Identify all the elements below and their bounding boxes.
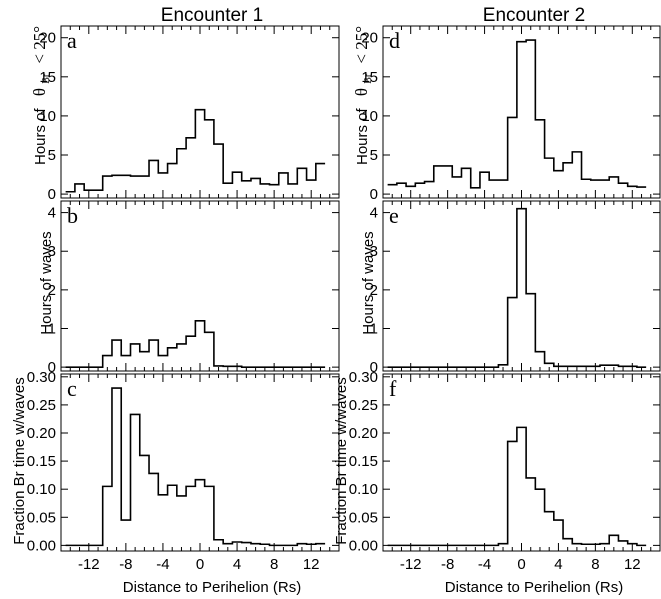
panel-a-ytick-label: 20	[39, 30, 56, 47]
panel-b-frame	[60, 200, 340, 372]
panel-f-xtick-label: 0	[517, 556, 525, 573]
panel-c-xtick-label: -4	[156, 556, 169, 573]
panel-f-xtick-label: -4	[478, 556, 491, 573]
panel-c-xtick-label: 12	[303, 556, 320, 573]
panels: a05101520b01234c0.000.050.100.150.200.25…	[27, 25, 661, 573]
panel-e-ytick-label: 4	[370, 205, 378, 222]
panel-f-xtick-label: 4	[554, 556, 562, 573]
ylabel-b: Hours of waves	[38, 231, 55, 334]
panel-c-ytick-label: 0.25	[27, 397, 56, 414]
ylabel-a-theta: θ	[30, 88, 49, 96]
ylabel-d-theta: θ	[352, 88, 371, 96]
panel-b-ytick-label: 1	[48, 321, 56, 338]
panel-c-ytick-label: 0.00	[27, 537, 56, 554]
column-title-encounter-2: Encounter 2	[483, 5, 585, 26]
panel-f-ytick-label: 0.15	[349, 453, 378, 470]
panel-e: e 0 1 2 3 4	[370, 200, 661, 376]
panel-b-ytick-label: 3	[48, 243, 56, 260]
panel-f-xtick-label: -8	[441, 556, 454, 573]
panel-f-ytick-label: 0.05	[349, 509, 378, 526]
panel-a: a 0 5 10 15 20	[39, 25, 340, 203]
panel-e-ytick-label: 3	[370, 243, 378, 260]
panel-c-series	[65, 387, 326, 547]
panel-c-ytick-label: 0.10	[27, 481, 56, 498]
panel-c-xtick-label: -12	[78, 556, 100, 573]
panel-f-letter: f	[389, 376, 397, 401]
panel-e-ytick-label: 0	[370, 359, 378, 376]
panel-b-series	[65, 319, 326, 368]
panel-f-frame	[382, 373, 661, 552]
panel-b-ytick-label: 2	[48, 282, 56, 299]
ylabel-d-suffix: < 25°	[352, 26, 371, 64]
panel-c-xtick-label: 0	[196, 556, 204, 573]
panel-c: c 0.00 0.05 0.10 0.15 0.20 0.25 0.30 -12 -8 -4 0 4 8 1…	[27, 369, 340, 573]
xlabel-left: Distance to Perihelion (Rs)	[123, 579, 301, 596]
panel-b-ytick-label: 0	[48, 359, 56, 376]
panel-b-ytick-label: 4	[48, 205, 56, 222]
panel-e-ytick-label: 1	[370, 321, 378, 338]
panel-e-series	[387, 207, 647, 368]
panel-d: d 0 5 10 15 20	[361, 25, 661, 203]
panel-c-letter: c	[67, 376, 77, 401]
panel-d-frame	[382, 25, 661, 199]
ylabel-a-suffix: < 25°	[30, 26, 49, 64]
panel-c-xtick-label: -8	[119, 556, 132, 573]
panel-c-xtick-label: 4	[233, 556, 241, 573]
panel-c-xtick-label: 8	[270, 556, 278, 573]
panel-e-frame	[382, 200, 661, 372]
panel-f-xtick-label: -12	[400, 556, 422, 573]
panel-d-ytick-label: 10	[361, 108, 378, 125]
panel-e-letter: e	[389, 203, 399, 228]
panel-b: b 0 1 2 3 4	[48, 200, 340, 376]
panel-d-ytick-label: 20	[361, 30, 378, 47]
panel-e-ytick-label: 2	[370, 282, 378, 299]
panel-a-ytick-label: 0	[48, 186, 56, 203]
ylabel-e: Hours of waves	[360, 231, 377, 334]
panel-f-ytick-label: 0.00	[349, 537, 378, 554]
ylabel-c: Fraction Br time w/waves	[11, 377, 28, 545]
column-title-encounter-1: Encounter 1	[161, 5, 263, 26]
panel-f-ytick-label: 0.10	[349, 481, 378, 498]
panel-a-ytick-label: 10	[39, 108, 56, 125]
panel-c-ytick-label: 0.20	[27, 425, 56, 442]
ylabel-a-sub: Br	[41, 73, 52, 84]
ylabel-d-sub: Br	[363, 73, 374, 84]
panel-a-letter: a	[67, 28, 77, 53]
ylabel-d-prefix: Hours of	[354, 107, 371, 165]
panel-a-ytick-label: 15	[39, 69, 56, 86]
panel-d-ytick-label: 15	[361, 69, 378, 86]
ylabel-a: Hours of θ Br < 25°	[30, 26, 53, 165]
ylabel-a-prefix: Hours of	[32, 107, 49, 165]
panel-b-letter: b	[67, 203, 78, 228]
panel-f-xtick-label: 12	[624, 556, 641, 573]
panel-f-xtick-label: 8	[591, 556, 599, 573]
panel-a-ytick-label: 5	[48, 147, 56, 164]
panel-f-ytick-label: 0.30	[349, 369, 378, 386]
ylabel-f: Fraction Br time w/waves	[333, 377, 350, 545]
ylabel-d: Hours of θ Br < 25°	[352, 26, 375, 165]
panel-d-series	[387, 39, 647, 189]
panel-d-ytick-label: 5	[370, 147, 378, 164]
panel-c-ytick-label: 0.30	[27, 369, 56, 386]
panel-f: f 0.00 0.05 0.10 0.15 0.20 0.25 0.30 -12 -8 -4 0 4 8 1…	[349, 369, 661, 573]
panel-f-series	[387, 426, 647, 547]
panel-c-ytick-label: 0.05	[27, 509, 56, 526]
panel-d-letter: d	[389, 28, 400, 53]
panel-f-ytick-label: 0.25	[349, 397, 378, 414]
panel-a-series	[65, 108, 326, 193]
xlabel-right: Distance to Perihelion (Rs)	[445, 579, 623, 596]
panel-d-ytick-label: 0	[370, 186, 378, 203]
panel-f-ytick-label: 0.20	[349, 425, 378, 442]
panel-c-ytick-label: 0.15	[27, 453, 56, 470]
